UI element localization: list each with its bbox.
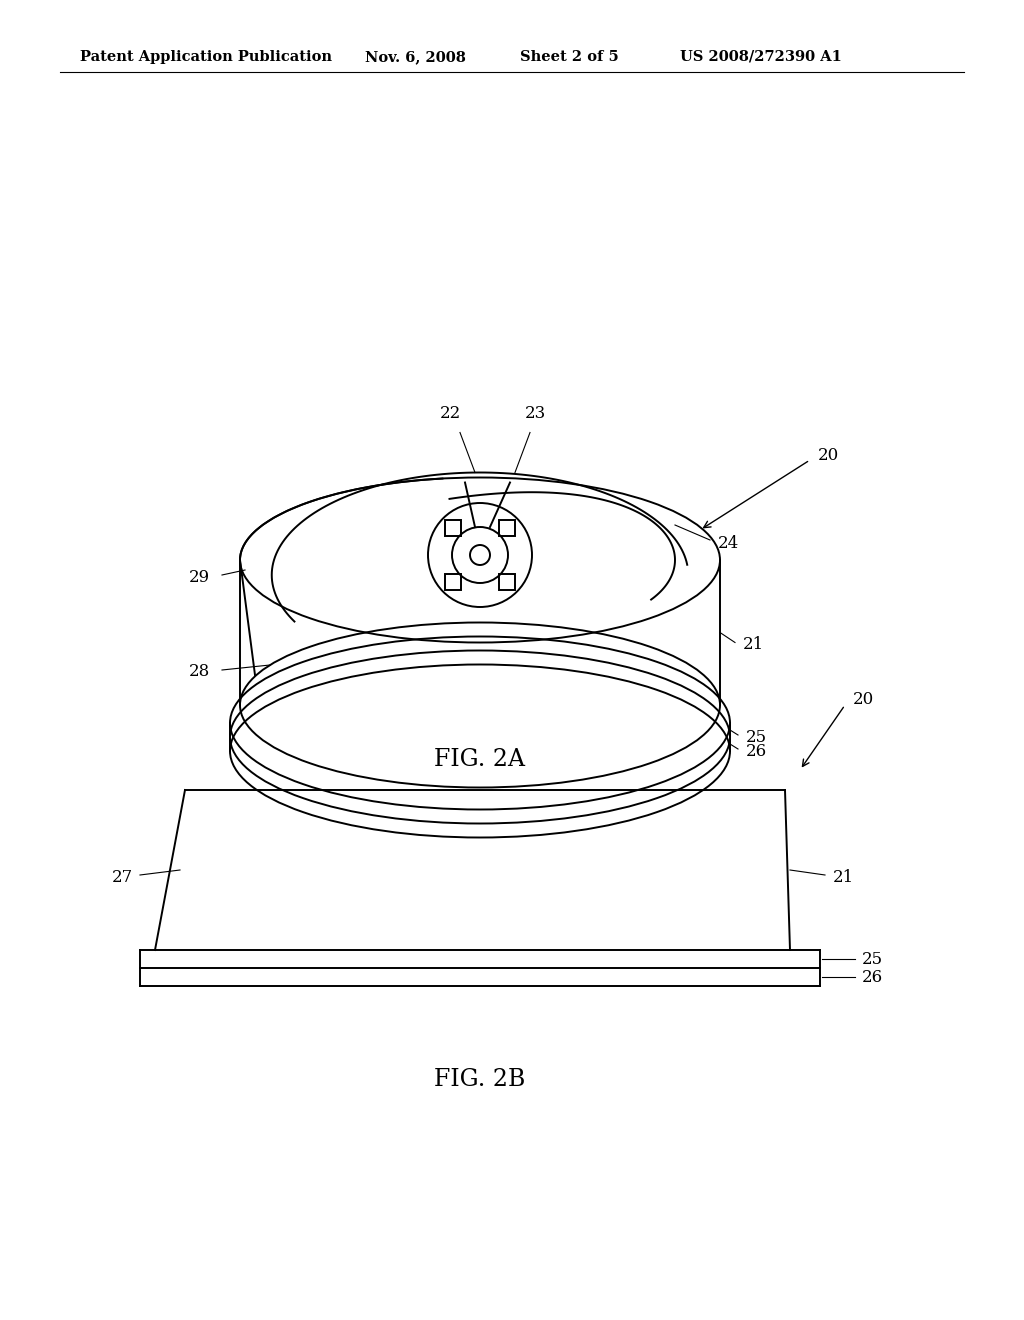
Text: Patent Application Publication: Patent Application Publication [80,50,332,63]
Bar [445,574,461,590]
Bar [499,520,515,536]
Text: 25: 25 [862,950,883,968]
Text: 26: 26 [862,969,883,986]
Text: 25: 25 [746,729,767,746]
Text: 20: 20 [853,692,874,709]
Text: Sheet 2 of 5: Sheet 2 of 5 [520,50,618,63]
Text: 27: 27 [112,869,133,886]
Text: 29: 29 [188,569,210,586]
Text: 28: 28 [188,664,210,681]
Text: 22: 22 [439,405,461,422]
Text: 24: 24 [718,535,739,552]
Text: 20: 20 [818,446,840,463]
Text: 26: 26 [746,742,767,759]
Text: US 2008/272390 A1: US 2008/272390 A1 [680,50,842,63]
Text: FIG. 2B: FIG. 2B [434,1068,525,1092]
Text: FIG. 2A: FIG. 2A [434,748,525,771]
Text: 21: 21 [743,636,764,653]
Bar [445,520,461,536]
Bar [499,574,515,590]
Text: Nov. 6, 2008: Nov. 6, 2008 [365,50,466,63]
Text: 21: 21 [833,869,854,886]
Text: 23: 23 [524,405,546,422]
